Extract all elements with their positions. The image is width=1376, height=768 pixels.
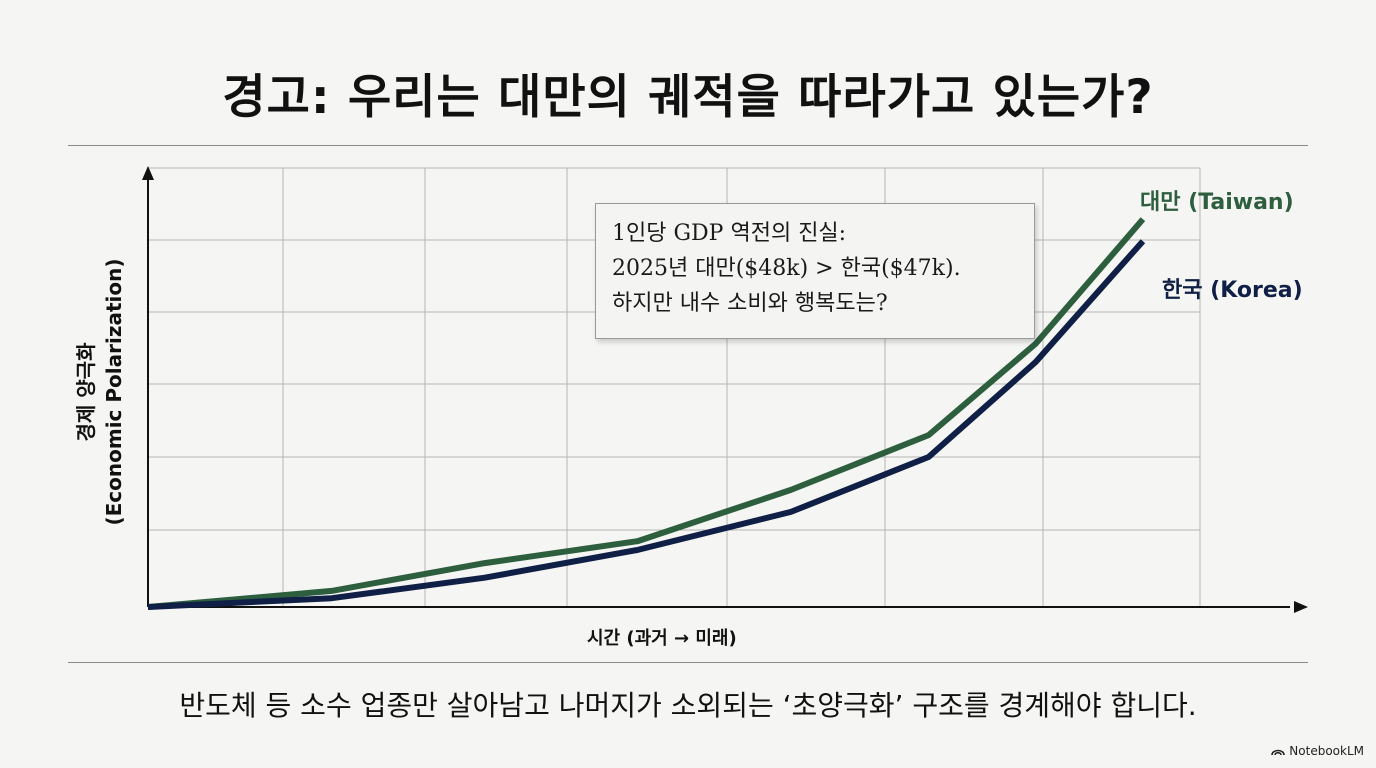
series-label-taiwan: 대만 (Taiwan) [1140,190,1294,215]
gdp-callout-box: 1인당 GDP 역전의 진실: 2025년 대만($48k) > 한국($47k… [595,203,1035,339]
y-axis-label-korean: 경제 양극화 [74,342,98,442]
y-axis-arrowhead [142,166,154,180]
series-label-korea: 한국 (Korea) [1162,278,1303,303]
chart-series [147,217,1146,610]
notebooklm-logo-icon [1271,749,1286,756]
brand-watermark: NotebookLM [1271,744,1364,758]
series-line-korea [147,239,1146,610]
callout-line-3: 하지만 내수 소비와 행복도는? [612,291,888,316]
callout-line-2: 2025년 대만($48k) > 한국($47k). [612,256,961,281]
brand-name: NotebookLM [1289,744,1364,758]
y-axis-label-english: (Economic Polarization) [102,258,126,526]
chart-axes [142,166,1308,613]
x-axis-arrowhead [1294,601,1308,613]
footer-message: 반도체 등 소수 업종만 살아남고 나머지가 소외되는 ‘초양극화’ 구조를 경… [179,689,1197,722]
y-axis-label: 경제 양극화 (Economic Polarization) [72,192,128,592]
bottom-divider [68,662,1308,663]
series-line-taiwan [147,217,1146,610]
top-divider [68,145,1308,146]
callout-line-1: 1인당 GDP 역전의 진실: [612,221,847,246]
x-axis-label: 시간 (과거 → 미래) [587,628,737,649]
page-title: 경고: 우리는 대만의 궤적을 따라가고 있는가? [222,70,1154,125]
